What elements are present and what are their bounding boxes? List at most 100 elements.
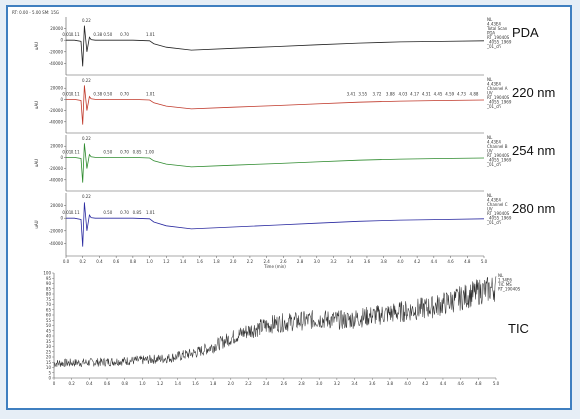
tic-meta-line: RT_19040S: [498, 287, 521, 292]
x-tick-label: 5.0: [481, 259, 488, 264]
peak-label: 0.50: [103, 149, 112, 154]
y-tick-label: 0: [60, 155, 63, 160]
x-tick-label: 2.6: [280, 259, 287, 264]
tic-x-tick-label: 0: [53, 381, 56, 386]
peak-label: 0.50: [103, 32, 112, 37]
series-label-tic: TIC: [508, 321, 529, 336]
peak-label: 0.38: [93, 91, 102, 96]
trace-meta-line: 4.43E4: [487, 82, 501, 87]
y-tick-label: 20000: [50, 26, 63, 31]
trace-meta-line: Channel C: [487, 202, 508, 207]
tic-x-tick-label: 1.2: [157, 381, 164, 386]
tic-x-tick-label: 2.4: [263, 381, 270, 386]
peak-label: 4.03: [398, 91, 407, 96]
x-tick-label: 4.8: [464, 259, 471, 264]
y-tick-label: -40000: [49, 61, 64, 66]
tic-y-tick-label: 30: [46, 344, 52, 349]
peak-label: 0.22: [82, 78, 91, 83]
tic-x-tick-label: 3.8: [387, 381, 394, 386]
trace-meta-line: _4055_1969: [486, 216, 512, 221]
x-tick-label: 2.0: [230, 259, 237, 264]
tic-y-tick-label: 50: [46, 323, 52, 328]
x-tick-label: 0.0: [63, 259, 70, 264]
peak-label: 0.50: [103, 210, 112, 215]
tic-x-tick-label: 2.0: [228, 381, 235, 386]
trace-meta-line: RT_19040S: [487, 153, 510, 158]
peak-label: 0.70: [120, 149, 129, 154]
peak-label: 0.38: [93, 32, 102, 37]
x-tick-label: 1.6: [197, 259, 204, 264]
peak-label: 4.59: [445, 91, 454, 96]
peak-label: 3.41: [347, 91, 356, 96]
peak-label: 4.45: [434, 91, 443, 96]
trace-meta-line: PDA: [487, 31, 495, 36]
tic-x-tick-label: 4.2: [422, 381, 429, 386]
tic-y-tick-label: 90: [46, 281, 52, 286]
x-tick-label: 0.6: [113, 259, 120, 264]
peak-label: 1.01: [146, 32, 155, 37]
peak-label: 1.01: [146, 91, 155, 96]
x-tick-label: 4.2: [414, 259, 421, 264]
trace-meta-line: _4055_1969: [486, 158, 512, 163]
y-tick-label: -20000: [49, 166, 64, 171]
trace-meta-line: _4055_1969: [486, 100, 512, 105]
tic-x-tick-label: 4.6: [457, 381, 464, 386]
header-text: RT: 0.00 - 5.00 SM: 15G: [12, 10, 59, 15]
peak-label: 0.01: [62, 149, 71, 154]
peak-label: 0.85: [133, 149, 142, 154]
x-tick-label: 2.4: [263, 259, 270, 264]
x-tick-label: 0.4: [96, 259, 103, 264]
tic-x-tick-label: 1.0: [139, 381, 146, 386]
peak-label: 0.22: [82, 194, 91, 199]
tic-x-tick-label: 3.0: [316, 381, 323, 386]
peak-label: 3.55: [358, 91, 367, 96]
x-tick-label: 2.2: [247, 259, 254, 264]
peak-label: 0.11: [71, 149, 80, 154]
tic-y-tick-label: 20: [46, 355, 52, 360]
peak-label: 0.70: [120, 210, 129, 215]
tic-x-tick-label: 0.2: [68, 381, 75, 386]
tic-y-tick-label: 0: [48, 376, 51, 381]
tic-meta-line: 1.34E6: [498, 278, 512, 283]
x-tick-label: 1.0: [146, 259, 153, 264]
trace-meta-line: _01_ch: [486, 44, 501, 49]
x-tick-label: 1.8: [213, 259, 220, 264]
y-axis-label: uAU: [34, 101, 39, 109]
tic-x-tick-label: 1.6: [192, 381, 199, 386]
peak-label: 4.73: [457, 91, 466, 96]
x-axis-title: Time (min): [263, 264, 286, 269]
x-tick-label: 2.8: [297, 259, 304, 264]
peak-label: 0.22: [82, 136, 91, 141]
peak-label: 0.01: [62, 32, 71, 37]
trace-meta-line: _01_ch: [486, 162, 501, 167]
peak-label: 1.01: [146, 210, 155, 215]
trace-254-nm: [66, 143, 485, 183]
tic-y-tick-label: 70: [46, 302, 52, 307]
tic-y-tick-label: 10: [46, 365, 52, 370]
trace-meta-line: UV: [487, 91, 493, 96]
tic-x-tick-label: 4.8: [475, 381, 482, 386]
trace-220-nm: [66, 85, 485, 125]
tic-x-tick-label: 3.4: [351, 381, 358, 386]
tic-y-tick-label: 100: [43, 271, 51, 276]
y-tick-label: -20000: [49, 228, 64, 233]
peak-label: 4.88: [470, 91, 479, 96]
x-tick-label: 3.8: [380, 259, 387, 264]
peak-label: 0.01: [62, 91, 71, 96]
y-tick-label: -20000: [49, 108, 64, 113]
y-tick-label: -40000: [49, 241, 64, 246]
peak-label: 0.85: [133, 210, 142, 215]
x-tick-label: 3.0: [314, 259, 321, 264]
peak-label: 0.01: [62, 210, 71, 215]
tic-y-tick-label: 65: [46, 307, 52, 312]
series-label: 254 nm: [512, 143, 555, 158]
trace-meta-line: _01_ch: [486, 220, 501, 225]
tic-y-tick-label: 85: [46, 286, 52, 291]
x-tick-label: 4.6: [447, 259, 454, 264]
trace-meta-line: UV: [487, 149, 493, 154]
peak-label: 3.88: [386, 91, 395, 96]
series-label: 220 nm: [512, 85, 555, 100]
x-tick-label: 3.4: [347, 259, 354, 264]
x-tick-label: 3.6: [364, 259, 371, 264]
